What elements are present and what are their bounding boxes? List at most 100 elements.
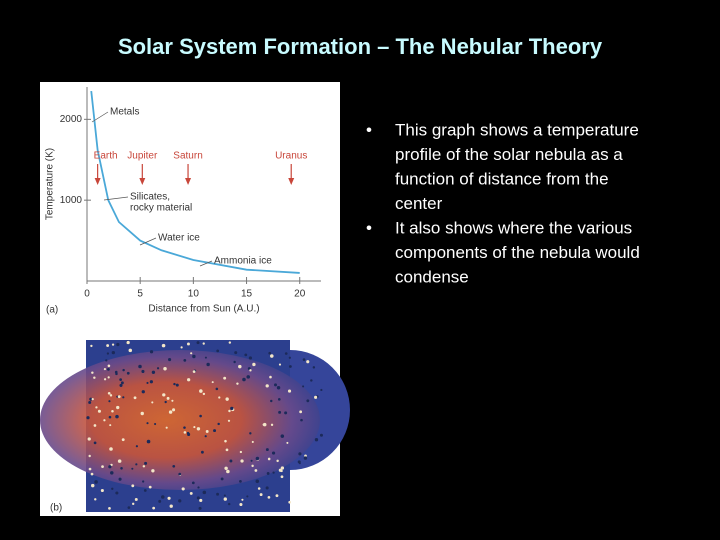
dot <box>206 362 210 367</box>
dot <box>93 376 96 379</box>
dot <box>107 368 110 371</box>
dot <box>186 342 190 346</box>
dot <box>227 502 231 506</box>
dot <box>128 348 133 353</box>
dot <box>223 494 226 497</box>
dot <box>105 359 108 362</box>
dot <box>186 431 190 435</box>
dot <box>197 486 200 489</box>
dot <box>94 498 97 501</box>
dot <box>252 362 256 367</box>
dot <box>190 352 193 355</box>
dot <box>224 466 228 471</box>
dot <box>204 435 207 438</box>
annotation: rocky material <box>130 203 192 214</box>
dot <box>278 410 282 414</box>
dot <box>154 422 157 426</box>
bullet-text: center <box>395 194 443 213</box>
dot <box>146 381 149 384</box>
bullet-list: • This graph shows a temperature profile o… <box>366 120 640 286</box>
dot <box>168 358 172 362</box>
dot <box>314 395 318 399</box>
y-axis-title: Temperature (K) <box>45 148 56 220</box>
bullet-symbol: • <box>366 218 372 237</box>
dot <box>122 396 125 399</box>
dot <box>108 415 112 419</box>
dot <box>131 484 135 488</box>
dot <box>106 352 110 355</box>
dot <box>284 352 288 355</box>
bullet-text: This graph shows a temperature <box>395 120 639 139</box>
dot <box>198 506 202 510</box>
nebula-glow <box>40 350 320 490</box>
dot <box>109 394 113 397</box>
dot <box>111 410 114 413</box>
dot <box>131 467 134 470</box>
dot <box>91 397 94 401</box>
dot <box>168 410 173 414</box>
dot <box>312 366 316 369</box>
dot <box>204 356 207 359</box>
dot <box>119 378 123 381</box>
dot <box>200 450 204 454</box>
dot <box>140 411 144 416</box>
dot <box>267 495 271 499</box>
dot <box>142 480 145 483</box>
x-tick-label: 0 <box>84 289 90 300</box>
dot <box>121 438 125 442</box>
dot <box>151 401 154 404</box>
dot <box>93 424 97 427</box>
dot <box>111 487 114 490</box>
bullet-text: condense <box>395 267 469 286</box>
dot <box>172 408 176 412</box>
slide-title: Solar System Formation – The Nebular The… <box>118 34 603 59</box>
dot <box>172 464 176 468</box>
dot <box>287 389 292 393</box>
x-tick-label: 10 <box>188 289 200 300</box>
dot <box>255 456 260 461</box>
dot <box>126 371 130 375</box>
dot <box>193 426 196 429</box>
dot <box>183 431 187 434</box>
dot <box>181 487 185 491</box>
dot <box>196 427 201 431</box>
dot <box>152 506 156 510</box>
dot <box>161 343 166 348</box>
dot <box>278 363 282 366</box>
dot <box>111 350 115 355</box>
annotation-leader <box>199 260 213 267</box>
dot <box>277 398 281 401</box>
dot <box>314 438 319 442</box>
annotation: Metals <box>110 107 139 118</box>
dot <box>270 354 274 358</box>
dot <box>167 496 171 500</box>
dot <box>93 441 97 445</box>
dot <box>148 485 152 489</box>
dot <box>183 426 186 429</box>
dot <box>111 343 115 346</box>
dot <box>107 391 111 395</box>
planet-label: Earth <box>94 151 118 162</box>
dot <box>242 377 246 382</box>
dot <box>202 392 206 396</box>
dot <box>191 481 195 485</box>
dot <box>265 486 269 490</box>
dot <box>288 365 292 368</box>
y-tick-label: 1000 <box>60 195 83 206</box>
dot <box>163 367 167 371</box>
bullet-symbol: • <box>366 120 372 139</box>
dot <box>158 499 162 503</box>
dot <box>274 383 278 387</box>
dot <box>268 351 272 355</box>
planet-arrowhead <box>94 178 101 185</box>
dot <box>175 383 179 387</box>
dot <box>117 395 121 399</box>
y-tick-label: 2000 <box>60 114 83 125</box>
dot <box>238 364 242 369</box>
panel-label: (b) <box>50 503 62 514</box>
annotation-leader <box>139 237 157 246</box>
dot <box>229 459 233 463</box>
dot <box>220 477 224 481</box>
dot <box>288 356 291 359</box>
dot <box>119 383 123 387</box>
